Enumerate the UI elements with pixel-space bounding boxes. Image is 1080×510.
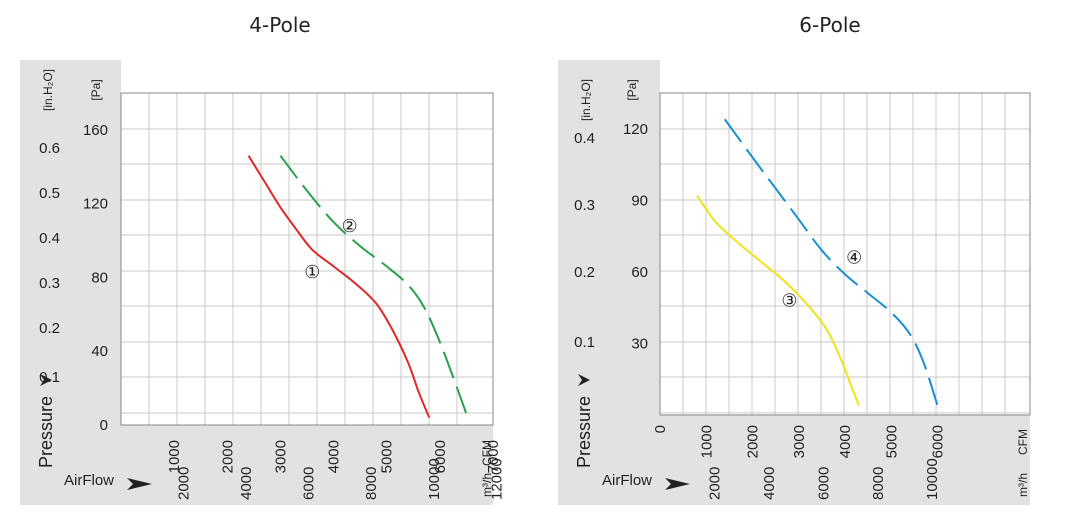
x-tick-label: 1000 [166,440,183,473]
y-unit-label: [Pa] [89,79,103,100]
x-unit-label: CFM [480,440,494,466]
y2-tick-label: 0.1 [574,334,595,351]
plot-frame [659,92,1031,416]
pressure-label: Pressure [36,396,56,468]
pressure-arrow-icon [40,374,52,386]
x2-tick-label: 4000 [238,467,255,500]
y-ticks: 30 60 90 120 [623,121,648,353]
curves: ③④ [696,118,939,406]
x-tick-label: 3000 [791,425,808,458]
y-unit-label: [Pa] [625,79,639,100]
chart-title: 6-Pole [799,13,860,37]
x2-tick-label: 10000 [426,458,443,500]
chart-title: 4-Pole [249,13,310,37]
x2-tick-label: 2000 [176,467,193,500]
curve-marker-label: ① [304,262,320,283]
pressure-label: Pressure [574,396,594,468]
x2-unit-label: m³/h [1016,473,1030,497]
y2-unit-label: [in.H₂O] [579,79,593,121]
left-grey-band [558,60,660,415]
x-unit-label: CFM [1016,429,1030,455]
y2-tick-label: 0.4 [574,130,595,147]
y-ticks: 0 40 80 120 160 [83,122,108,434]
plot-frame [120,92,494,426]
x-tick-label: 6000 [930,425,947,458]
bottom-grey-band [20,425,493,505]
x2-tick-label: 12000 [488,458,505,500]
x-tick-label: 4000 [837,425,854,458]
y-tick-label: 0 [100,417,108,434]
curve-2-line [279,155,468,415]
x2-ticks: 2000 4000 6000 8000 10000 12000 [176,458,506,500]
y2-tick-label: 0.6 [39,140,60,157]
x2-tick-label: 10000 [924,458,941,500]
x2-ticks: 2000 4000 6000 8000 10000 [706,458,941,500]
panel-6-pole: 6-Pole [in.H₂O] [Pa] 30 60 90 120 0.1 0.2 0.3… [558,13,1031,505]
x-ticks: 1000 2000 3000 4000 5000 6000 7000 [166,440,502,473]
x-tick-label: 6000 [432,440,449,473]
y2-tick-label: 0.3 [39,275,60,292]
y2-tick-label: 0.5 [39,185,60,202]
y-tick-label: 60 [631,264,648,281]
curve-1-line [247,155,431,419]
grid [120,92,494,425]
y-tick-label: 120 [83,196,108,213]
airflow-arrow-icon [127,478,152,490]
x-tick-label: 4000 [326,440,343,473]
y-tick-label: 80 [91,269,108,286]
x-tick-label: 3000 [272,440,289,473]
y-tick-label: 90 [631,192,648,209]
x2-tick-label: 2000 [706,467,723,500]
y-tick-label: 30 [631,335,648,352]
y2-tick-label: 0.3 [574,197,595,214]
y2-unit-label: [in.H₂O] [41,69,55,111]
pressure-arrow-icon [578,374,590,386]
x-tick-label: 5000 [379,440,396,473]
left-grey-band [20,60,121,425]
x-tick-label: 7000 [485,440,502,473]
airflow-label: AirFlow [602,472,652,489]
x2-unit-label: m³/h [480,473,494,497]
y2-tick-label: 0.2 [574,264,595,281]
y-tick-label: 40 [91,343,108,360]
curve-marker-label: ③ [781,291,797,312]
x-tick-label: 5000 [883,425,900,458]
airflow-label: AirFlow [64,472,114,489]
x2-tick-label: 8000 [870,467,887,500]
x2-tick-label: 8000 [363,467,380,500]
x2-tick-label: 6000 [815,467,832,500]
x-tick-label: 2000 [745,425,762,458]
curves: ①② [247,155,468,419]
curve-marker-label: ④ [846,248,862,269]
y2-tick-label: 0.2 [39,320,60,337]
x-tick-label: 2000 [219,440,236,473]
x2-tick-label: 6000 [301,467,318,500]
y2-ticks: 0.1 0.2 0.3 0.4 [574,130,595,351]
x-tick-label: 1000 [698,425,715,458]
x-ticks: 0 1000 2000 3000 4000 5000 6000 [652,425,947,458]
x-tick-label: 0 [652,425,669,433]
curve-1-line [696,194,860,406]
y2-tick-label: 0.4 [39,230,60,247]
bottom-grey-band [558,415,1030,505]
y-tick-label: 160 [83,122,108,139]
curve-marker-label: ② [341,216,357,237]
x2-tick-label: 4000 [761,467,778,500]
y-tick-label: 120 [623,121,648,138]
curve-2-line [723,118,939,406]
airflow-arrow-icon [665,478,690,490]
